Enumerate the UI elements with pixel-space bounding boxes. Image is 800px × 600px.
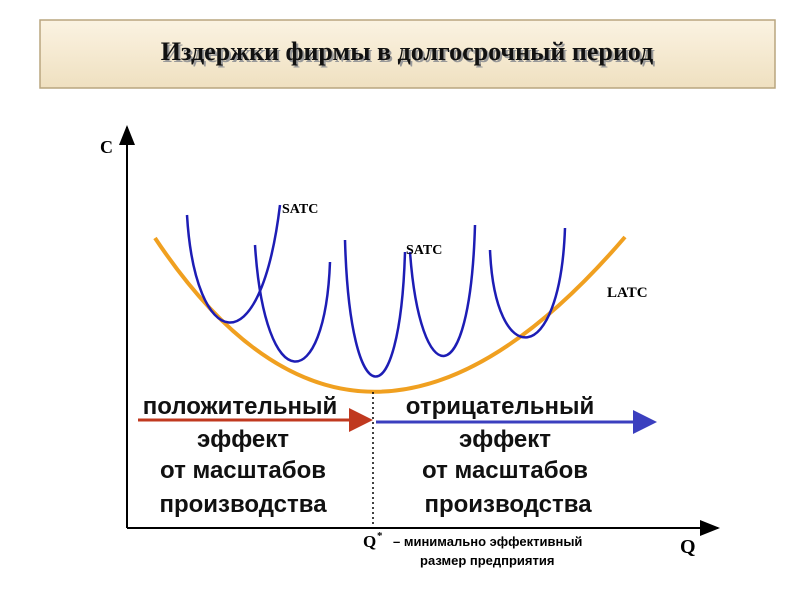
left-text: от масштабов	[160, 457, 326, 484]
satc-curve	[343, 239, 407, 378]
satc-curves	[185, 204, 567, 378]
right-text: производства	[424, 491, 592, 518]
left-text: эффект	[197, 426, 289, 453]
title-shadow: Издержки фирмы в долгосрочный период	[163, 39, 655, 68]
right-text: отрицательный	[406, 393, 594, 420]
right-text: от масштабов	[422, 457, 588, 484]
x-axis-label: Q	[680, 536, 696, 558]
latc-label: LATC	[607, 285, 648, 301]
satc-curve	[488, 227, 567, 339]
satc-label: SATC	[406, 243, 442, 258]
title: Издержки фирмы в долгосрочный период	[161, 37, 653, 66]
q-star-symbol: Q	[363, 532, 376, 551]
y-axis-label: C	[100, 137, 113, 157]
title-box	[39, 19, 776, 89]
satc-curve	[185, 204, 282, 324]
latc-curve	[153, 235, 627, 394]
satc-label: SATC	[282, 202, 318, 217]
q-star-caption: размер предприятия	[420, 553, 554, 568]
satc-curve	[253, 244, 332, 363]
q-star-text: – минимально эффективный	[393, 534, 582, 549]
right-text: эффект	[459, 426, 551, 453]
q-star-sup: *	[377, 530, 383, 542]
left-text: положительный	[143, 393, 337, 420]
satc-curve	[408, 224, 477, 358]
left-text: производства	[159, 491, 327, 518]
